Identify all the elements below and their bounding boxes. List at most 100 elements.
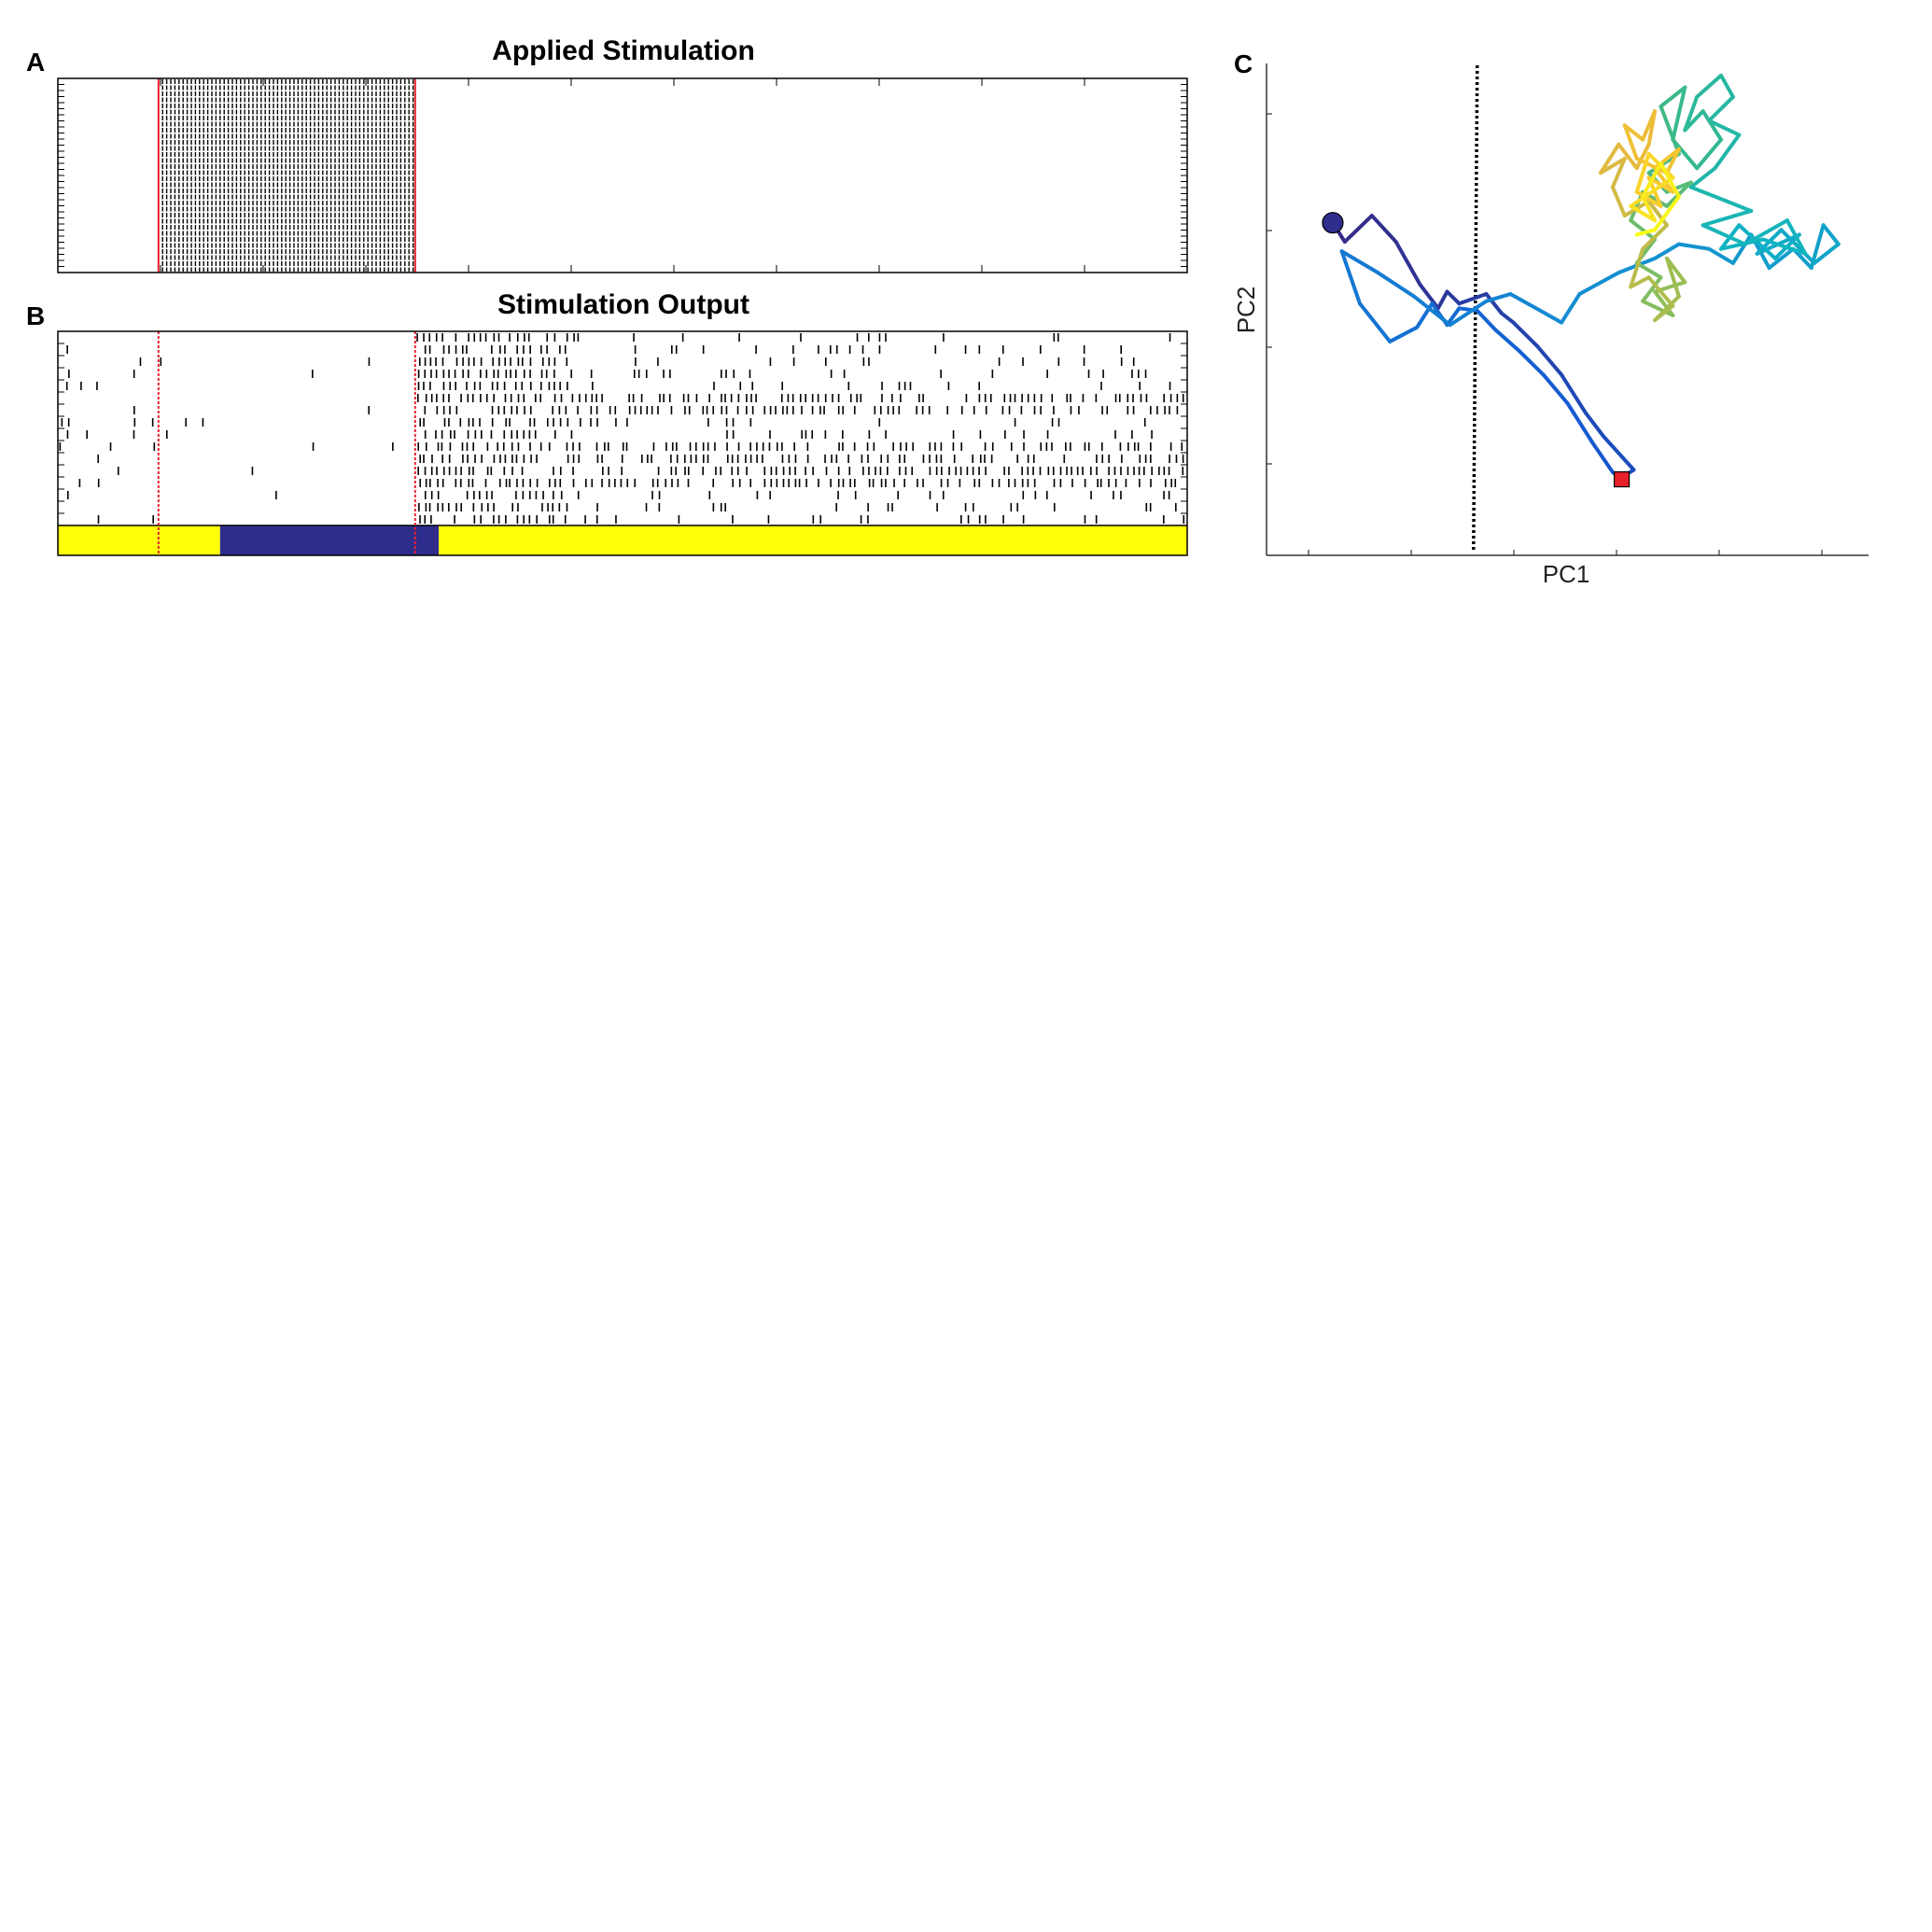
trajectory-segment xyxy=(1484,292,1513,303)
panel-b: B Stimulation Output xyxy=(26,289,1188,556)
trajectory-segment xyxy=(1725,199,1754,213)
trajectory-segment xyxy=(1629,203,1658,223)
trajectory-segment xyxy=(1610,185,1627,218)
pc1-axis-label: PC1 xyxy=(1543,560,1590,588)
pc-axes xyxy=(1266,63,1869,556)
trajectory-segment xyxy=(1339,249,1362,306)
trajectory-segment xyxy=(1812,242,1841,265)
trajectory-segment xyxy=(1629,189,1645,223)
trajectory-segment xyxy=(1707,246,1735,265)
trajectory-segment xyxy=(1761,237,1808,256)
trajectory-segment xyxy=(1435,289,1449,311)
trajectory-segment xyxy=(1688,185,1729,203)
trajectory-segment xyxy=(1598,142,1621,175)
trajectory-segment xyxy=(1641,223,1669,251)
trajectory-segment xyxy=(1493,328,1521,354)
trajectory-segment xyxy=(1671,85,1687,142)
trajectory-segment xyxy=(1641,161,1663,199)
pc2-axis-label: PC2 xyxy=(1232,287,1260,334)
figure: A Applied Stimulation B Stimulation Outp… xyxy=(26,35,1869,588)
trajectory-segment xyxy=(1641,109,1658,142)
trajectory-segment xyxy=(1541,372,1570,406)
panel-b-title: Stimulation Output xyxy=(497,289,749,320)
trajectory-segment xyxy=(1701,208,1754,228)
trajectory-segment xyxy=(1707,94,1735,123)
trajectory-segment xyxy=(1641,275,1663,303)
trajectory-segment xyxy=(1475,308,1498,332)
trajectory-segment xyxy=(1634,228,1658,237)
trajectory-segment xyxy=(1511,320,1540,349)
trajectory-segment xyxy=(1560,372,1588,415)
trajectory-segment xyxy=(1629,246,1645,289)
trajectory-segment xyxy=(1617,142,1639,171)
trajectory-segment xyxy=(1342,214,1374,245)
state-bar xyxy=(58,525,1188,555)
trajectory-segment xyxy=(1695,137,1723,171)
panel-c: C PC1 PC2 xyxy=(1232,49,1869,588)
trajectory-segment xyxy=(1634,142,1651,171)
panel-a-title: Applied Stimulation xyxy=(492,35,755,66)
pc-trajectory xyxy=(1330,73,1841,482)
panel-a-frame xyxy=(57,77,1188,273)
trajectory-segment xyxy=(1535,344,1564,377)
trajectory-segment xyxy=(1653,242,1681,260)
trajectory-segment xyxy=(1659,161,1681,199)
trajectory-segment xyxy=(1683,109,1705,133)
trajectory-segment xyxy=(1676,242,1712,251)
trajectory-segment xyxy=(1659,104,1681,156)
trajectory-end-marker xyxy=(1613,470,1631,488)
state-segment-high xyxy=(219,525,440,555)
trajectory-segment xyxy=(1393,240,1422,287)
trajectory-segment xyxy=(1634,260,1663,280)
trajectory-segment xyxy=(1634,151,1651,194)
trajectory-segment xyxy=(1821,223,1841,246)
trajectory-segment xyxy=(1634,156,1669,175)
trajectory-segment xyxy=(1641,194,1658,223)
trajectory-segment xyxy=(1589,439,1615,474)
trajectory-segment xyxy=(1707,119,1742,137)
raster-a xyxy=(57,77,1188,273)
trajectory-segment xyxy=(1695,73,1723,99)
trajectory-segment xyxy=(1701,223,1747,246)
trajectory-segment xyxy=(1629,218,1658,242)
panel-b-frame xyxy=(57,330,1188,556)
panel-a: A Applied Stimulation xyxy=(26,35,1188,273)
state-segment-low xyxy=(58,525,220,555)
trajectory-start-marker xyxy=(1322,212,1344,234)
trajectory-segment xyxy=(1517,349,1546,377)
pc-markers xyxy=(1322,212,1631,488)
trajectory-segment xyxy=(1445,289,1462,306)
trajectory-segment xyxy=(1598,156,1627,175)
trajectory-segment xyxy=(1369,214,1398,245)
trajectory-segment xyxy=(1376,271,1417,299)
panel-c-letter: C xyxy=(1234,49,1253,78)
trajectory-segment xyxy=(1622,123,1639,161)
trajectory-segment xyxy=(1779,228,1816,265)
trajectory-segment xyxy=(1646,275,1675,308)
trajectory-segment xyxy=(1412,294,1452,328)
trajectory-segment xyxy=(1743,218,1789,246)
trajectory-segment xyxy=(1718,73,1735,99)
trajectory-segment xyxy=(1610,156,1627,189)
trajectory-segment xyxy=(1634,189,1663,208)
trajectory-segment xyxy=(1484,292,1504,315)
trajectory-segment xyxy=(1683,94,1700,133)
stim-markers-b xyxy=(157,331,416,555)
trajectory-segment xyxy=(1583,411,1606,439)
state-segment-low xyxy=(439,525,1188,555)
panel-a-letter: A xyxy=(26,48,45,77)
trajectory-segment xyxy=(1688,166,1717,189)
trajectory-segment xyxy=(1785,218,1808,256)
trajectory-segment xyxy=(1646,199,1669,228)
trajectory-segment xyxy=(1577,271,1621,297)
trajectory-segment xyxy=(1701,109,1723,142)
trajectory-segment xyxy=(1499,311,1516,325)
trajectory-segment xyxy=(1457,292,1489,306)
trajectory-segment xyxy=(1602,434,1636,472)
trajectory-segment xyxy=(1339,249,1380,275)
trajectory-segment xyxy=(1629,175,1675,208)
trajectory-segment xyxy=(1418,282,1440,311)
trajectory-segment xyxy=(1659,85,1687,108)
trajectory-segment xyxy=(1560,292,1582,325)
trajectory-segment xyxy=(1713,133,1742,171)
